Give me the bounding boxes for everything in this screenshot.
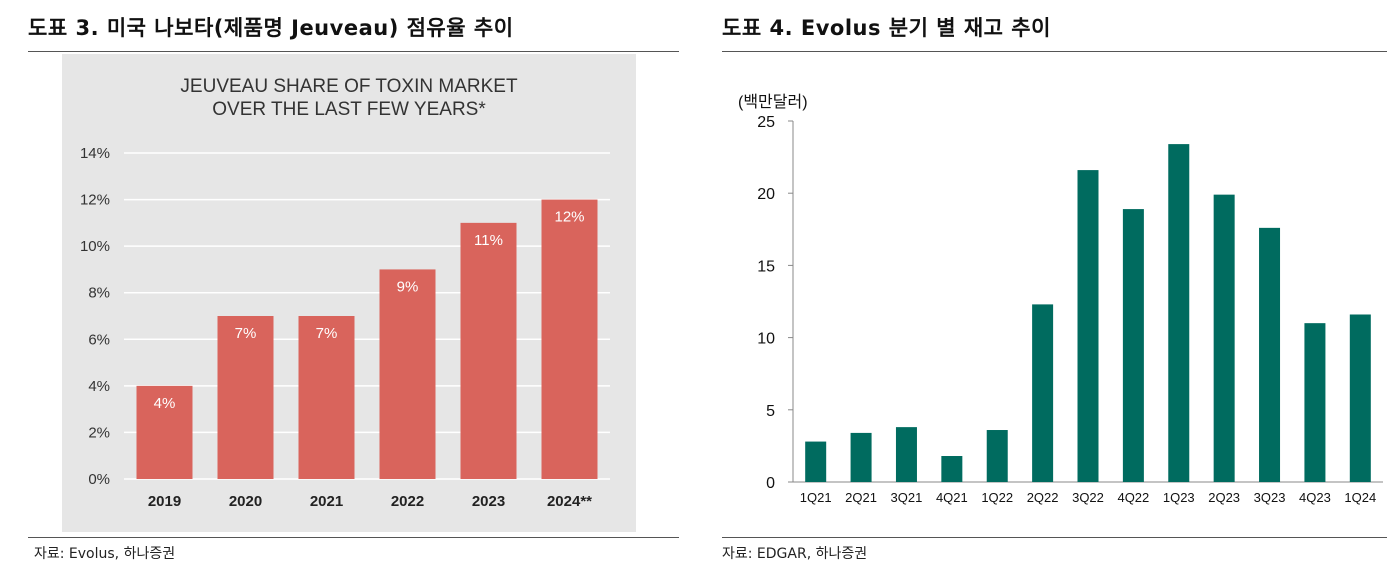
x-tick-label: 4Q21 <box>936 490 968 505</box>
x-tick-label: 4Q22 <box>1117 490 1149 505</box>
y-tick-label: 20 <box>757 186 775 203</box>
bar <box>1168 144 1190 482</box>
x-tick-label: 2024** <box>547 493 592 510</box>
x-tick-label: 2022 <box>391 493 424 510</box>
bar <box>541 199 598 480</box>
bar <box>298 316 355 479</box>
bar <box>941 456 963 482</box>
figure-4-title: 도표 4. Evolus 분기 별 재고 추이 <box>722 16 1051 40</box>
bar <box>136 385 193 479</box>
x-tick-label: 1Q21 <box>800 490 832 505</box>
bar <box>1259 227 1281 482</box>
left-figure-panel: 도표 3. 미국 나보타(제품명 Jeuveau) 점유율 추이 JEUVEAU… <box>0 0 680 574</box>
figure-4-source: 자료: EDGAR, 하나증권 <box>722 546 868 562</box>
x-tick-label: 2019 <box>148 493 181 510</box>
data-label: 11% <box>474 232 503 249</box>
source-divider <box>28 537 679 538</box>
x-tick-label: 2Q21 <box>845 490 877 505</box>
bar <box>379 269 436 479</box>
x-tick-label: 1Q22 <box>981 490 1013 505</box>
y-tick-label: 12% <box>80 192 110 209</box>
y-tick-label: 2% <box>88 424 110 441</box>
bar <box>1122 209 1144 483</box>
bar <box>986 430 1008 482</box>
x-tick-label: 1Q23 <box>1163 490 1195 505</box>
bar <box>1032 304 1054 482</box>
y-tick-label: 10 <box>757 331 775 348</box>
y-tick-label: 0 <box>766 475 775 492</box>
share-chart-title-line1: JEUVEAU SHARE OF TOXIN MARKET <box>180 76 518 97</box>
inventory-bar-chart: (백만달러) 0 5 10 15 20 25 1Q21 2Q21 3Q21 4Q21 1Q22 2Q22… <box>738 93 1383 505</box>
x-tick-label: 3Q22 <box>1072 490 1104 505</box>
figure-3-source: 자료: Evolus, 하나증권 <box>34 546 176 562</box>
y-tick-label: 10% <box>80 238 110 255</box>
bar <box>1077 170 1099 482</box>
x-tick-label: 2021 <box>310 493 343 510</box>
x-tick-label: 3Q21 <box>891 490 923 505</box>
y-axis-unit-label: (백만달러) <box>738 93 808 111</box>
bar <box>850 432 872 482</box>
data-label: 12% <box>554 209 584 226</box>
y-tick-label: 8% <box>88 285 110 302</box>
x-tick-label: 2023 <box>472 493 505 510</box>
bar <box>1349 314 1371 482</box>
x-tick-label: 1Q24 <box>1344 490 1376 505</box>
y-tick-label: 5 <box>766 403 775 420</box>
x-tick-label: 2020 <box>229 493 262 510</box>
bar <box>805 441 827 482</box>
y-tick-label: 6% <box>88 331 110 348</box>
y-tick-label: 15 <box>757 258 775 275</box>
bar <box>895 427 917 482</box>
data-label: 9% <box>397 278 419 295</box>
title-divider <box>28 51 679 52</box>
share-chart-title-line2: OVER THE LAST FEW YEARS* <box>212 99 486 120</box>
bar <box>1304 323 1326 482</box>
bar <box>460 222 517 479</box>
x-tick-label: 2Q22 <box>1027 490 1059 505</box>
x-tick-label: 3Q23 <box>1254 490 1286 505</box>
x-tick-label: 4Q23 <box>1299 490 1331 505</box>
bar <box>1213 194 1235 483</box>
x-tick-label: 2Q23 <box>1208 490 1240 505</box>
title-divider <box>722 51 1387 52</box>
right-figure-panel: 도표 4. Evolus 분기 별 재고 추이 (백만달러) 0 5 10 15 20 25… <box>708 0 1393 574</box>
y-tick-label: 25 <box>757 114 775 131</box>
share-bar-chart: 0% 2% 4% 6% 8% 10% 12% 14% 4% 2019 7% 2020 7% 2021 9% 2… <box>80 145 610 510</box>
y-tick-label: 0% <box>88 471 110 488</box>
y-tick-label: 4% <box>88 378 110 395</box>
data-label: 7% <box>316 325 338 342</box>
data-label: 4% <box>154 395 176 412</box>
y-tick-label: 14% <box>80 145 110 162</box>
bar <box>217 316 274 479</box>
source-divider <box>722 537 1387 538</box>
figure-3-title: 도표 3. 미국 나보타(제품명 Jeuveau) 점유율 추이 <box>28 16 514 40</box>
data-label: 7% <box>235 325 257 342</box>
